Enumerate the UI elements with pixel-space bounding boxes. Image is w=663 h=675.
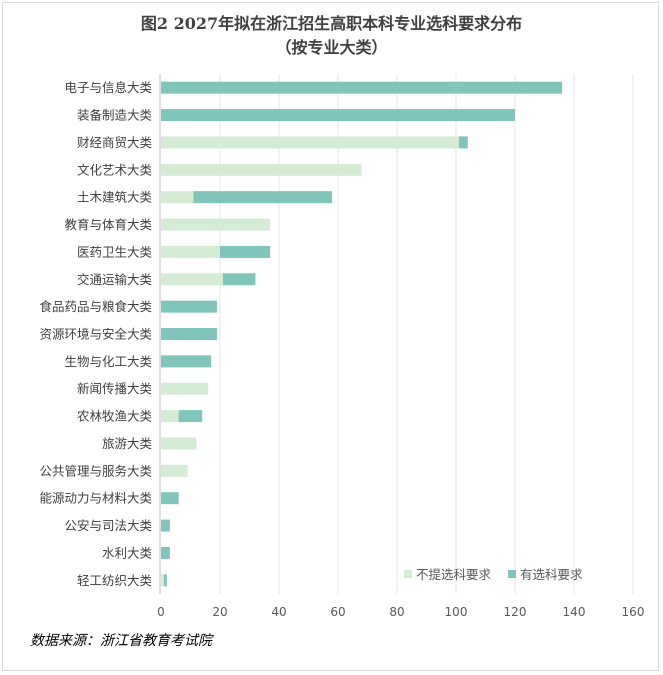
category-label: 公共管理与服务大类 (39, 463, 152, 478)
category-label: 公安与司法大类 (64, 518, 152, 533)
bar-segment-no-requirement (161, 191, 194, 204)
x-tick-label: 40 (271, 605, 286, 619)
category-label: 旅游大类 (102, 436, 153, 451)
bar-segment-no-requirement (161, 245, 220, 258)
category-label: 医药卫生大类 (77, 244, 153, 259)
x-tick-label: 160 (622, 605, 645, 619)
category-label: 水利大类 (102, 545, 153, 560)
category-label: 文化艺术大类 (77, 162, 153, 177)
category-label: 交通运输大类 (77, 272, 153, 287)
bar-segment-with-requirement (220, 245, 271, 258)
category-label: 生物与化工大类 (64, 354, 152, 369)
bar-segment-with-requirement (161, 300, 218, 313)
x-tick-label: 120 (504, 605, 527, 619)
category-label: 能源动力与材料大类 (39, 491, 152, 506)
bar-segment-no-requirement (161, 218, 271, 231)
x-tick-label: 60 (330, 605, 345, 619)
x-tick-label: 20 (212, 605, 227, 619)
legend-label: 有选科要求 (520, 567, 583, 582)
chart-title-block: 图2 2027年拟在浙江招生高职本科专业选科要求分布 （按专业大类） (0, 12, 663, 60)
bar-segment-with-requirement (193, 191, 333, 204)
bar-segment-with-requirement (178, 410, 203, 423)
x-tick-label: 0 (157, 605, 165, 619)
bar-segment-no-requirement (161, 382, 209, 395)
legend-swatch (508, 570, 516, 578)
category-labels: 电子与信息大类装备制造大类财经商贸大类文化艺术大类土木建筑大类教育与体育大类医药… (39, 80, 152, 588)
bar-segment-with-requirement (161, 519, 170, 532)
bar-segment-no-requirement (161, 136, 459, 149)
category-label: 资源环境与安全大类 (39, 327, 152, 342)
bar-segment-with-requirement (161, 546, 170, 559)
bar-segment-with-requirement (161, 328, 218, 340)
category-label: 新闻传播大类 (77, 381, 153, 396)
legend-swatch (404, 570, 412, 578)
legend: 不提选科要求 有选科要求 (404, 567, 583, 582)
bar-segment-no-requirement (161, 574, 164, 587)
category-label: 装备制造大类 (77, 108, 153, 123)
bar-segment-with-requirement (161, 81, 563, 94)
legend-label: 不提选科要求 (416, 567, 492, 582)
bar-segment-no-requirement (161, 273, 223, 286)
bar-segment-with-requirement (161, 492, 179, 505)
source-note: 数据来源：浙江省教育考试院 (30, 633, 212, 649)
bar-segment-with-requirement (161, 109, 515, 122)
bar-segment-with-requirement (163, 574, 167, 587)
category-label: 轻工纺织大类 (77, 573, 153, 588)
chart-subtitle: （按专业大类） (275, 38, 388, 57)
category-label: 土木建筑大类 (77, 190, 153, 205)
bar-segment-no-requirement (161, 437, 197, 450)
bar-segment-with-requirement (222, 273, 256, 286)
category-label: 农林牧渔大类 (77, 409, 153, 424)
x-tick-label: 140 (563, 605, 586, 619)
gridlines (219, 74, 634, 594)
bar-segment-no-requirement (161, 464, 188, 477)
bar-segment-with-requirement (161, 355, 212, 368)
category-label: 电子与信息大类 (64, 80, 152, 95)
chart-title: 图2 2027年拟在浙江招生高职本科专业选科要求分布 (140, 14, 523, 33)
bar-segment-no-requirement (161, 410, 179, 423)
category-label: 财经商贸大类 (77, 135, 153, 150)
x-tick-labels: 0 20 40 60 80 100 120 140 160 (157, 605, 644, 619)
category-label: 教育与体育大类 (64, 217, 152, 232)
bar-segment-no-requirement (161, 163, 362, 176)
bars (161, 81, 563, 587)
bar-segment-with-requirement (458, 136, 468, 149)
x-tick-label: 80 (389, 605, 404, 619)
x-tick-label: 100 (445, 605, 468, 619)
category-label: 食品药品与粮食大类 (39, 299, 152, 314)
